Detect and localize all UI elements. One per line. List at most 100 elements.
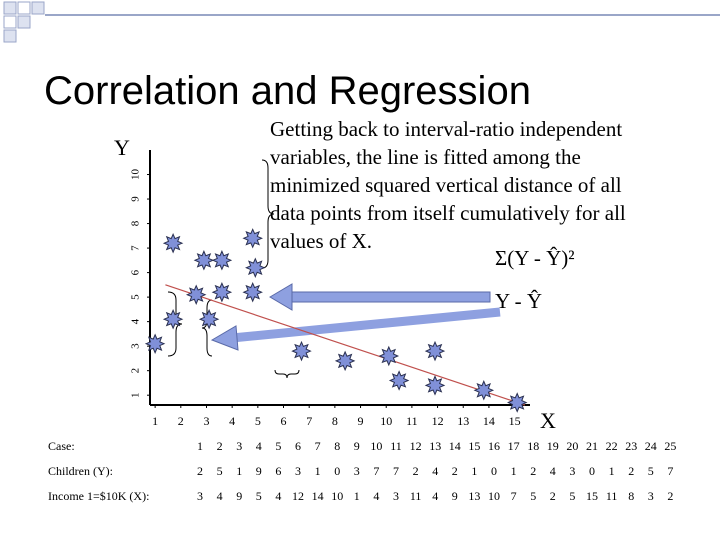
data-point [242, 281, 263, 303]
data-point [144, 333, 166, 354]
table-cell: 1 [354, 489, 360, 503]
table-cell: 10 [488, 489, 500, 503]
table-cell: 12 [292, 489, 304, 503]
table-cell: 4 [217, 489, 223, 503]
x-tick-label: 4 [229, 414, 235, 428]
table-cell: 4 [432, 489, 438, 503]
table-cell: 9 [452, 489, 458, 503]
data-point [185, 284, 207, 305]
table-cell: 4 [432, 464, 438, 478]
arrow [210, 283, 501, 351]
table-cell: 5 [530, 489, 536, 503]
table-cell: 14 [449, 439, 461, 453]
table-cell: 10 [331, 489, 343, 503]
x-tick-label: 5 [255, 414, 261, 428]
table-cell: 7 [393, 464, 399, 478]
table-cell: 4 [256, 439, 262, 453]
table-cell: 2 [550, 489, 556, 503]
table-cell: 6 [295, 439, 301, 453]
table-cell: 0 [589, 464, 595, 478]
data-point [473, 380, 495, 401]
table-cell: 2 [452, 464, 458, 478]
x-tick-label: 8 [332, 414, 338, 428]
data-point [211, 281, 233, 303]
table-cell: 1 [511, 464, 517, 478]
table-cell: 3 [236, 439, 242, 453]
table-cell: 19 [547, 439, 559, 453]
data-point [211, 250, 233, 271]
data-point [198, 308, 220, 330]
table-cell: 3 [569, 464, 575, 478]
body-text: Getting back to interval-ratio independe… [270, 117, 626, 253]
table-cell: 9 [354, 439, 360, 453]
x-tick-label: 2 [178, 414, 184, 428]
data-point [245, 257, 266, 278]
table-cell: 4 [275, 489, 281, 503]
table-cell: 15 [586, 489, 598, 503]
y-tick-label: 1 [130, 392, 142, 398]
table-cell: 0 [334, 464, 340, 478]
brace [274, 369, 300, 379]
table-cell: 1 [609, 464, 615, 478]
table-cell: 11 [606, 489, 618, 503]
table-cell: 2 [413, 464, 419, 478]
table-cell: 2 [530, 464, 536, 478]
x-tick-label: 13 [457, 414, 469, 428]
data-point [334, 350, 356, 372]
table-cell: 4 [373, 489, 379, 503]
body-line: variables, the line is fitted among the [270, 145, 581, 169]
table-cell: 25 [664, 439, 676, 453]
table-cell: 11 [410, 489, 422, 503]
table-cell: 8 [628, 489, 634, 503]
y-tick-label: 2 [130, 368, 142, 374]
table-cell: 1 [315, 464, 321, 478]
table-cell: 7 [667, 464, 673, 478]
table-cell: 9 [236, 489, 242, 503]
data-point [388, 370, 410, 391]
y-tick-label: 8 [130, 220, 142, 226]
x-tick-label: 3 [203, 414, 209, 428]
table-cell: 7 [511, 489, 517, 503]
x-tick-label: 7 [306, 414, 312, 428]
y-tick-label: 10 [130, 169, 142, 181]
brace [167, 291, 183, 357]
y-tick-label: 5 [130, 294, 142, 300]
brace [261, 159, 275, 269]
table-cell: 6 [275, 464, 281, 478]
y-tick-label: 9 [130, 196, 142, 202]
y-tick-label: 6 [130, 269, 142, 275]
table-cell: 2 [628, 464, 634, 478]
table-cell: 16 [488, 439, 500, 453]
y-tick-label: 4 [130, 318, 142, 324]
body-line: values of X. [270, 229, 372, 253]
table-cell: 3 [295, 464, 301, 478]
table-cell: 3 [393, 489, 399, 503]
table-cell: 18 [527, 439, 539, 453]
data-point [162, 308, 184, 330]
table-cell: 4 [550, 464, 556, 478]
table-cell: 5 [569, 489, 575, 503]
corner-decoration [3, 1, 45, 43]
data-point [193, 250, 215, 271]
formula-sum: Σ(Y - Ŷ)² [495, 246, 575, 270]
body-line: minimized squared vertical distance of a… [270, 173, 622, 197]
table-cell: 5 [217, 464, 223, 478]
x-tick-label: 6 [281, 414, 287, 428]
body-line: Getting back to interval-ratio independe… [270, 117, 622, 141]
row-label: Case: [48, 439, 75, 453]
data-point [424, 340, 446, 362]
table-cell: 0 [491, 464, 497, 478]
table-cell: 17 [508, 439, 520, 453]
data-point [242, 228, 263, 249]
table-cell: 13 [468, 489, 480, 503]
formula-residual: Y - Ŷ [495, 289, 542, 313]
table-cell: 3 [197, 489, 203, 503]
table-cell: 21 [586, 439, 598, 453]
table-cell: 5 [256, 489, 262, 503]
table-cell: 1 [471, 464, 477, 478]
table-cell: 9 [256, 464, 262, 478]
y-tick-label: 7 [130, 245, 142, 251]
table-cell: 2 [667, 489, 673, 503]
